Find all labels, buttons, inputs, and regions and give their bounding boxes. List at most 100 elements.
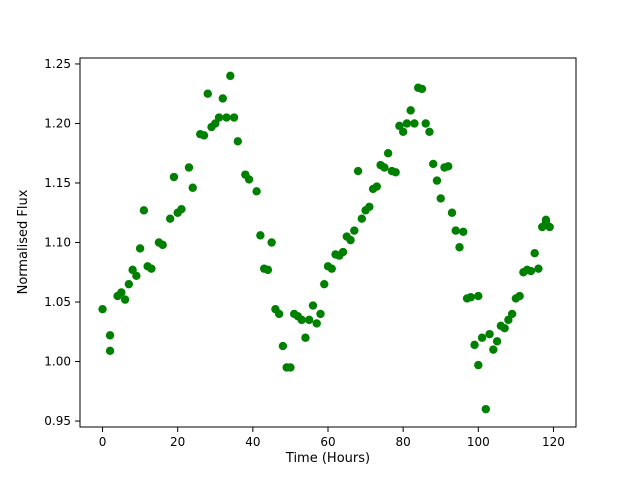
data-point xyxy=(383,149,393,158)
data-point xyxy=(530,249,539,258)
y-tick-label: 1.25 xyxy=(44,57,71,71)
x-tick-label: 100 xyxy=(467,435,490,449)
data-point xyxy=(135,244,145,253)
data-point xyxy=(417,84,427,94)
data-point xyxy=(98,304,107,314)
data-point xyxy=(372,182,382,191)
data-point xyxy=(132,271,141,281)
data-point xyxy=(222,113,231,122)
data-point xyxy=(410,119,419,128)
data-point xyxy=(425,127,434,136)
data-point xyxy=(117,288,126,297)
data-point xyxy=(124,279,134,289)
data-point xyxy=(507,309,517,319)
data-point xyxy=(105,331,115,340)
data-point xyxy=(402,119,412,128)
data-point xyxy=(500,324,509,333)
data-point xyxy=(357,214,367,223)
x-tick-label: 0 xyxy=(99,435,107,449)
data-point xyxy=(353,166,363,176)
data-point xyxy=(158,240,167,250)
data-point xyxy=(229,113,239,122)
data-point xyxy=(177,204,186,214)
data-point xyxy=(481,404,491,414)
data-point xyxy=(492,337,502,346)
x-tick-label: 80 xyxy=(396,435,411,449)
y-axis-label: Normalised Flux xyxy=(16,189,31,294)
data-point xyxy=(301,333,310,342)
axes-frame xyxy=(79,57,577,428)
data-point xyxy=(218,94,227,103)
data-point xyxy=(274,309,284,319)
data-point xyxy=(203,89,212,98)
data-point xyxy=(338,247,348,257)
data-point xyxy=(305,315,314,325)
data-point xyxy=(436,194,445,203)
data-point xyxy=(327,264,336,273)
data-point xyxy=(120,295,130,304)
data-point xyxy=(365,202,374,211)
y-tick-label: 1.00 xyxy=(44,355,71,369)
data-point xyxy=(226,71,235,81)
data-point xyxy=(286,363,295,372)
data-point xyxy=(485,329,494,339)
data-point xyxy=(444,162,453,171)
data-point xyxy=(312,319,321,328)
plot-area xyxy=(80,58,576,427)
x-tick-label: 120 xyxy=(542,435,565,449)
data-point xyxy=(346,235,355,245)
x-tick-label: 60 xyxy=(320,435,335,449)
data-point xyxy=(139,206,149,215)
data-point xyxy=(147,264,156,273)
data-point xyxy=(233,137,243,146)
data-point xyxy=(165,214,175,223)
x-tick-label: 20 xyxy=(170,435,185,449)
data-point xyxy=(470,340,479,350)
data-point xyxy=(429,159,438,169)
data-point xyxy=(244,175,254,184)
data-point xyxy=(474,291,483,301)
data-point xyxy=(308,301,318,310)
data-point xyxy=(267,238,276,247)
data-point xyxy=(455,243,464,252)
data-point xyxy=(380,163,389,172)
data-point xyxy=(515,291,524,301)
data-point xyxy=(278,341,288,351)
y-tick-label: 1.15 xyxy=(44,176,71,190)
data-point xyxy=(534,264,543,273)
data-point xyxy=(350,226,359,235)
data-point xyxy=(199,131,209,140)
y-tick-label: 0.95 xyxy=(44,414,71,428)
data-points xyxy=(98,71,554,414)
data-point xyxy=(421,119,430,128)
data-point xyxy=(188,183,197,192)
data-point xyxy=(477,333,487,342)
data-point xyxy=(447,208,457,217)
data-point xyxy=(406,106,415,115)
data-point xyxy=(252,187,261,196)
data-point xyxy=(105,346,115,356)
x-tick-label: 40 xyxy=(245,435,260,449)
data-point xyxy=(184,163,194,172)
data-point xyxy=(459,227,468,236)
data-point xyxy=(169,172,179,182)
data-point xyxy=(489,345,498,354)
data-point xyxy=(320,279,329,289)
data-point xyxy=(214,113,224,122)
data-point xyxy=(526,266,536,276)
y-tick-label: 1.20 xyxy=(44,116,71,130)
x-axis-label: Time (Hours) xyxy=(285,451,370,466)
data-point xyxy=(316,309,325,319)
data-point xyxy=(432,176,442,185)
data-point xyxy=(451,226,460,235)
y-tick-label: 1.05 xyxy=(44,295,71,309)
data-point xyxy=(474,360,483,370)
data-point xyxy=(545,222,554,232)
axes-ticks: 0 20 40 60 80 100 120 0.95 1.00 1.05 1.10 1.15 1.20 1… xyxy=(44,57,565,449)
data-point xyxy=(398,127,408,136)
data-point xyxy=(256,231,265,240)
y-tick-label: 1.10 xyxy=(44,236,71,250)
data-point xyxy=(263,265,273,275)
